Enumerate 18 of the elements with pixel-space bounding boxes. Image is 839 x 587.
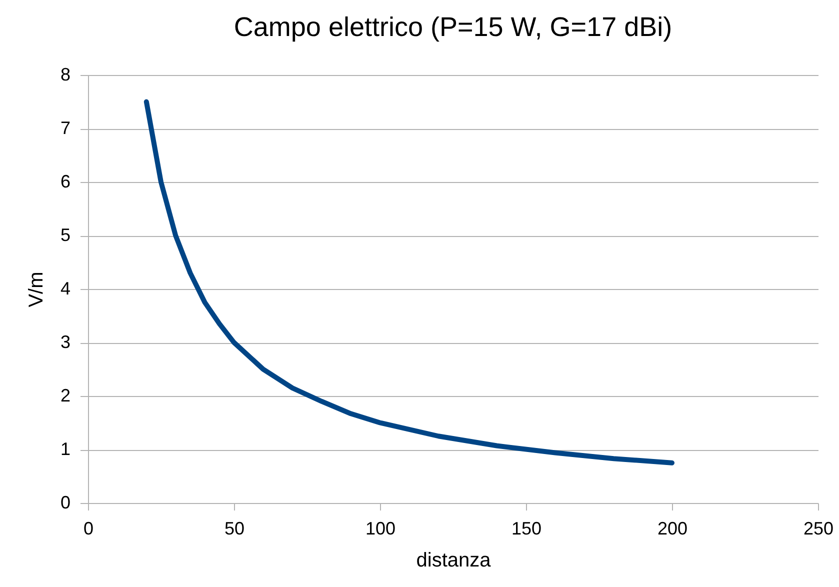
y-tick-label: 2 — [60, 386, 70, 406]
chart-title: Campo elettrico (P=15 W, G=17 dBi) — [234, 12, 672, 42]
x-axis-title: distanza — [416, 550, 492, 572]
y-tick-label: 4 — [60, 278, 70, 298]
x-tick-label: 100 — [365, 518, 396, 538]
x-tick-label: 0 — [83, 518, 94, 538]
y-tick-label: 1 — [60, 439, 70, 459]
y-tick-label: 8 — [60, 64, 70, 84]
x-tick-label: 50 — [224, 518, 245, 538]
x-tick-label: 150 — [511, 518, 542, 538]
y-tick-label: 6 — [60, 172, 70, 192]
y-axis-title: V/m — [25, 272, 48, 308]
x-tick-label: 200 — [657, 518, 688, 538]
y-tick-label: 3 — [60, 332, 70, 352]
y-tick-label: 0 — [60, 492, 70, 512]
x-tick-label: 250 — [803, 518, 834, 538]
y-tick-label: 5 — [60, 225, 70, 245]
y-tick-label: 7 — [60, 118, 70, 138]
